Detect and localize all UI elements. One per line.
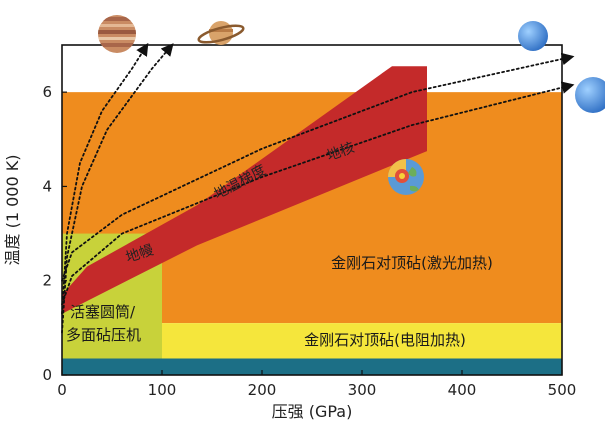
x-tick-label: 0 [57, 381, 67, 399]
x-tick-label: 300 [348, 381, 377, 399]
substrate-band [62, 358, 562, 375]
path-exoplanet_2 [61, 81, 575, 306]
piston-cylinder-label-line1: 活塞圆筒/ [70, 303, 136, 321]
x-axis-title: 压强 (GPa) [272, 402, 353, 421]
y-axis-title: 温度 (1 000 K) [3, 155, 22, 266]
resistive-heated-dac-label: 金刚石对顶砧(电阻加热) [304, 331, 466, 349]
planet-paths-layer [61, 42, 575, 334]
regions-layer [62, 92, 562, 375]
x-tick-label: 500 [548, 381, 577, 399]
piston-cylinder-label-line2: 多面砧压机 [66, 326, 141, 344]
geotherm-band [62, 66, 427, 314]
geotherm-layer [62, 66, 427, 314]
x-tick-label: 100 [148, 381, 177, 399]
y-tick-label: 2 [42, 272, 52, 290]
saturn-icon [197, 21, 245, 45]
blue-planet-icon-small [518, 21, 548, 51]
x-tick-label: 400 [448, 381, 477, 399]
ticks-layer: 0 100 200 300 400 500 0 2 4 6 [42, 83, 576, 399]
jupiter-icon [98, 15, 136, 53]
earth-cutaway-icon [388, 159, 424, 195]
blue-planet-icon-large [575, 77, 605, 113]
x-tick-label: 200 [248, 381, 277, 399]
y-tick-label: 6 [42, 83, 52, 101]
plot-frame [61, 44, 563, 376]
path-jupiter [61, 42, 149, 315]
laser-heated-dac-label: 金刚石对顶砧(激光加热) [331, 254, 493, 272]
path-exoplanet_1 [61, 52, 575, 282]
y-tick-label: 4 [42, 177, 52, 195]
y-tick-label: 0 [42, 366, 52, 384]
path-saturn [61, 43, 174, 334]
